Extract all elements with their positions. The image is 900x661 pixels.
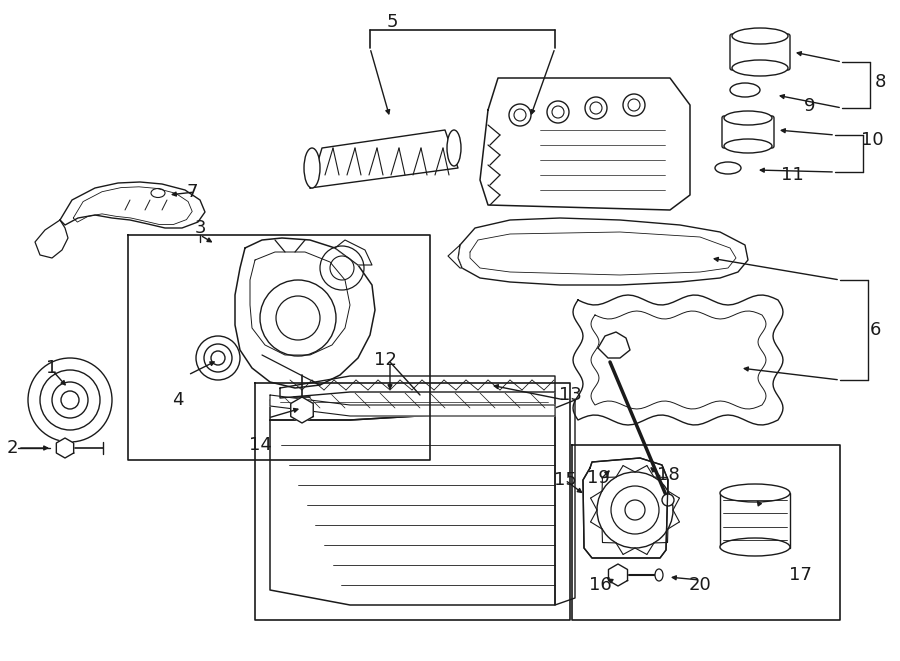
Text: 4: 4	[172, 391, 184, 409]
Polygon shape	[57, 438, 74, 458]
Ellipse shape	[447, 130, 461, 166]
Polygon shape	[583, 458, 668, 558]
Ellipse shape	[732, 60, 788, 76]
Polygon shape	[555, 400, 575, 605]
Circle shape	[547, 101, 569, 123]
Bar	[720, 493, 790, 548]
Text: 9: 9	[805, 97, 815, 115]
Text: 13: 13	[559, 386, 581, 404]
Polygon shape	[573, 295, 783, 425]
Text: 11: 11	[780, 166, 804, 184]
Polygon shape	[608, 564, 627, 586]
Text: 5: 5	[386, 13, 398, 31]
Text: 7: 7	[186, 183, 198, 201]
Text: 16: 16	[589, 576, 611, 594]
Polygon shape	[235, 238, 375, 388]
Polygon shape	[291, 397, 313, 423]
Polygon shape	[598, 332, 630, 358]
Text: 15: 15	[554, 471, 576, 489]
Circle shape	[552, 106, 564, 118]
Text: 1: 1	[46, 359, 58, 377]
Ellipse shape	[304, 148, 320, 188]
Polygon shape	[270, 395, 555, 416]
Circle shape	[585, 97, 607, 119]
Ellipse shape	[655, 569, 663, 581]
Ellipse shape	[720, 538, 790, 556]
Text: 10: 10	[860, 131, 883, 149]
Polygon shape	[458, 218, 748, 285]
Text: 18: 18	[657, 466, 680, 484]
Ellipse shape	[720, 484, 790, 502]
Polygon shape	[60, 182, 205, 228]
Circle shape	[628, 99, 640, 111]
Polygon shape	[310, 130, 458, 188]
FancyBboxPatch shape	[722, 116, 774, 148]
Ellipse shape	[724, 139, 772, 153]
Circle shape	[509, 104, 531, 126]
Ellipse shape	[730, 83, 760, 97]
Text: 17: 17	[788, 566, 812, 584]
Text: 19: 19	[587, 469, 609, 487]
Polygon shape	[270, 388, 555, 420]
Text: 20: 20	[688, 576, 711, 594]
Polygon shape	[448, 245, 462, 268]
Polygon shape	[335, 240, 372, 265]
Text: 12: 12	[374, 351, 396, 369]
Ellipse shape	[715, 162, 741, 174]
Ellipse shape	[732, 28, 788, 44]
Polygon shape	[270, 408, 555, 605]
Circle shape	[662, 494, 674, 506]
Polygon shape	[35, 220, 68, 258]
Circle shape	[597, 472, 673, 548]
Text: 6: 6	[869, 321, 881, 339]
Circle shape	[590, 102, 602, 114]
Polygon shape	[280, 376, 555, 398]
Text: 8: 8	[874, 73, 886, 91]
Text: 2: 2	[6, 439, 18, 457]
Ellipse shape	[724, 111, 772, 125]
Circle shape	[623, 94, 645, 116]
Text: 14: 14	[248, 436, 272, 454]
Text: 3: 3	[194, 219, 206, 237]
FancyBboxPatch shape	[730, 34, 790, 70]
Circle shape	[514, 109, 526, 121]
Polygon shape	[480, 78, 690, 210]
